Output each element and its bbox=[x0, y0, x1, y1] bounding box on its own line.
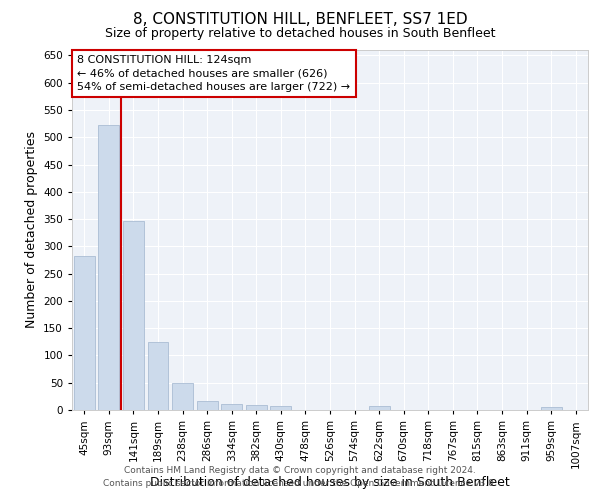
Bar bbox=[98, 126, 119, 410]
Bar bbox=[246, 404, 267, 410]
Bar bbox=[172, 384, 193, 410]
Y-axis label: Number of detached properties: Number of detached properties bbox=[25, 132, 38, 328]
Text: 8, CONSTITUTION HILL, BENFLEET, SS7 1ED: 8, CONSTITUTION HILL, BENFLEET, SS7 1ED bbox=[133, 12, 467, 28]
Bar bbox=[197, 400, 218, 410]
Text: 8 CONSTITUTION HILL: 124sqm
← 46% of detached houses are smaller (626)
54% of se: 8 CONSTITUTION HILL: 124sqm ← 46% of det… bbox=[77, 56, 350, 92]
Bar bbox=[221, 404, 242, 410]
Bar bbox=[148, 342, 169, 410]
Bar bbox=[123, 220, 144, 410]
Text: Contains HM Land Registry data © Crown copyright and database right 2024.
Contai: Contains HM Land Registry data © Crown c… bbox=[103, 466, 497, 487]
X-axis label: Distribution of detached houses by size in South Benfleet: Distribution of detached houses by size … bbox=[150, 476, 510, 489]
Text: Size of property relative to detached houses in South Benfleet: Size of property relative to detached ho… bbox=[105, 28, 495, 40]
Bar bbox=[368, 406, 389, 410]
Bar bbox=[271, 406, 292, 410]
Bar bbox=[74, 256, 95, 410]
Bar bbox=[541, 406, 562, 410]
